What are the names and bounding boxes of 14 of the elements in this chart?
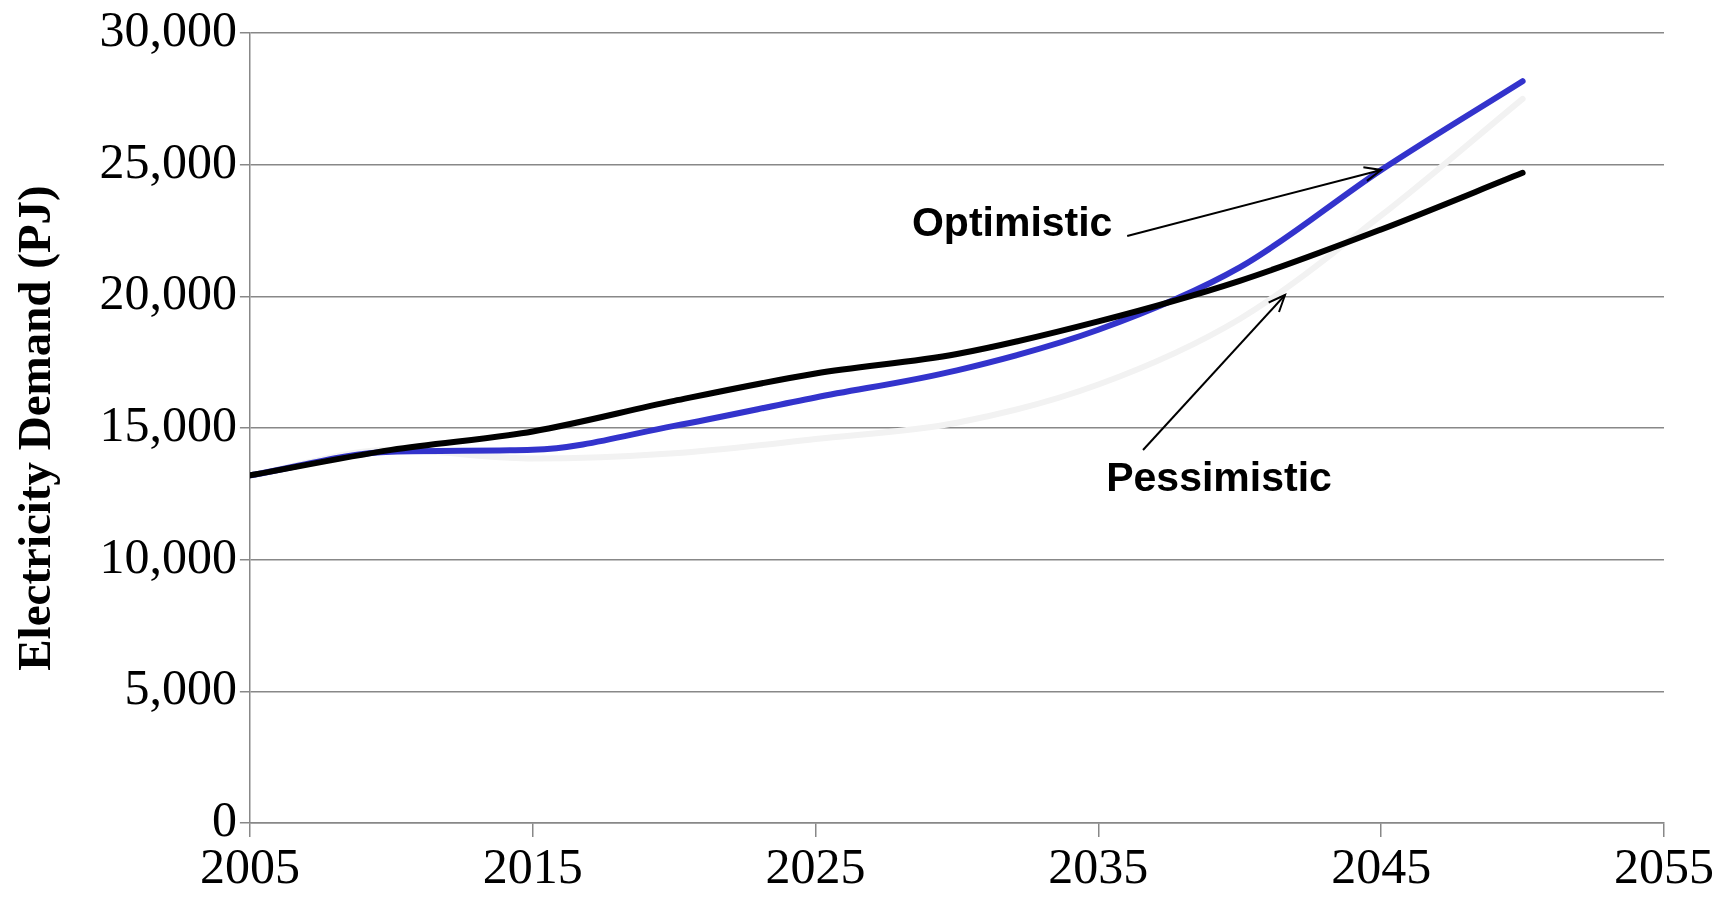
y-tick-label: 15,000 [99, 396, 237, 453]
y-axis-title: Electricity Demand (PJ) [8, 185, 61, 671]
y-tick-label: 30,000 [99, 1, 237, 58]
x-tick-label: 2025 [765, 838, 866, 895]
y-tick-label: 20,000 [99, 264, 237, 321]
x-tick-label: 2045 [1331, 838, 1432, 895]
annotation: Pessimistic [1106, 454, 1332, 501]
annotation: Optimistic [911, 199, 1113, 246]
x-tick-label: 2035 [1048, 838, 1149, 895]
y-tick-label: 25,000 [99, 132, 237, 189]
y-tick-label: 10,000 [99, 527, 237, 584]
x-tick-label: 2015 [482, 838, 583, 895]
x-tick-label: 2055 [1614, 838, 1714, 895]
y-tick-label: 5,000 [124, 659, 237, 716]
